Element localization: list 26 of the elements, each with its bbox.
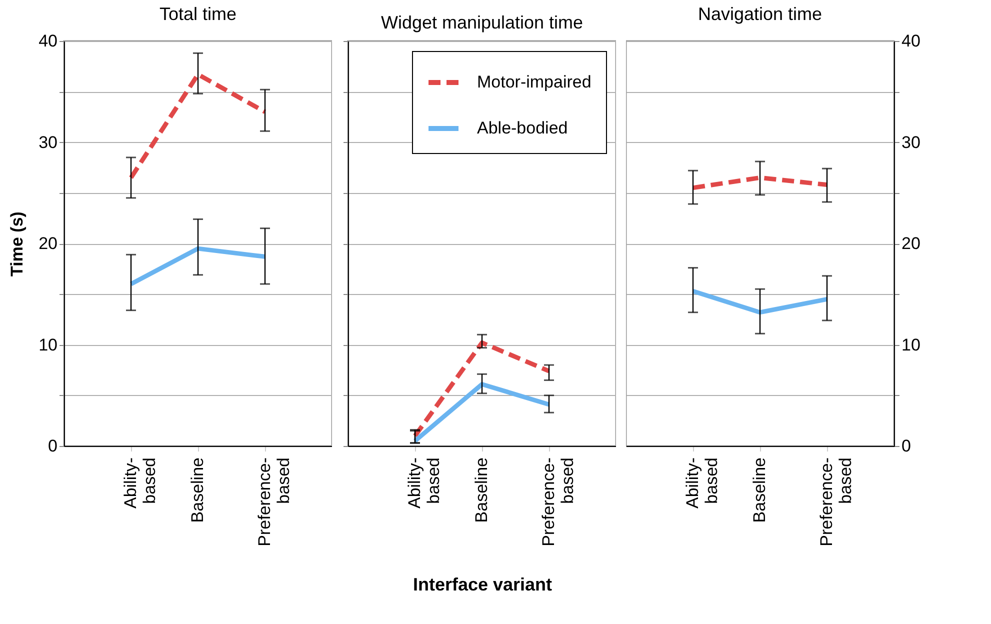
y-tick-label: 10 [38,335,58,354]
legend-label: Motor-impaired [477,72,592,92]
x-tick-label: Preference-based [817,458,855,546]
y-tick-label: 40 [38,32,58,50]
x-axis-title: Interface variant [412,574,552,594]
y-tick-label: 40 [902,32,920,50]
y-axis-title: Time (s) [8,212,27,276]
y-tick-label: 0 [48,436,58,456]
x-tick-label: Ability-based [405,458,443,509]
y-tick-label: 10 [902,335,920,354]
x-tick-label: Preference-based [255,458,293,546]
x-tick-label: Ability-based [683,458,721,509]
chart-title: Widget manipulation time [380,12,584,32]
legend-label: Able-bodied [477,118,568,138]
x-tick-label: Baseline [188,458,207,523]
x-tick-label: Ability-based [121,458,159,509]
x-tick-label: Preference-based [539,458,577,546]
y-tick-label: 30 [902,132,920,152]
y-tick-label: 0 [902,436,911,456]
y-tick-label: 20 [38,234,58,253]
x-tick-label: Baseline [472,458,491,523]
y-tick-label: 30 [38,132,58,152]
x-tick-label: Baseline [750,458,769,523]
y-tick-label: 20 [902,234,920,253]
chart-title: Navigation time [698,4,822,24]
chart-title: Total time [159,4,237,24]
